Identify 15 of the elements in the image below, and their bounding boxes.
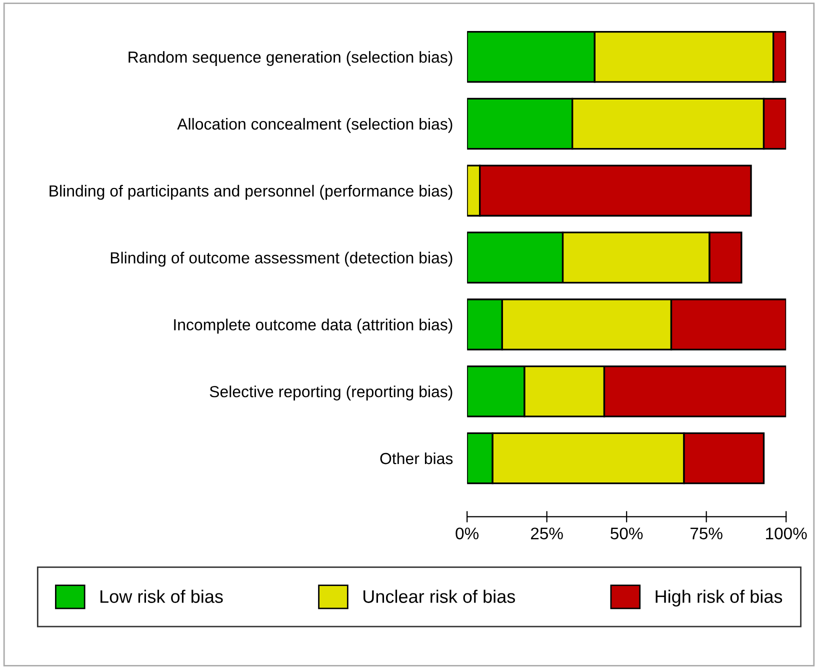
- x-tick-label: 75%: [690, 528, 722, 540]
- legend-label: Unclear risk of bias: [364, 590, 515, 603]
- y-tick-label: Allocation concealment (selection bias): [177, 118, 452, 133]
- y-tick-label: Blinding of outcome assessment (detection bias): [110, 252, 452, 267]
- legend-label: Low risk of bias: [100, 590, 223, 603]
- y-tick-label: Random sequence generation (selection bias): [128, 51, 452, 66]
- x-tick-label: 0%: [456, 528, 479, 540]
- y-tick-label: Selective reporting (reporting bias): [210, 386, 452, 400]
- y-tick-label: Other bias: [380, 452, 453, 464]
- legend-label: High risk of bias: [656, 590, 782, 607]
- y-tick-label: Blinding of participants and personnel (performance bias): [50, 184, 452, 200]
- y-tick-label: Incomplete outcome data (attrition bias): [174, 318, 452, 334]
- x-tick-label: 25%: [530, 528, 563, 540]
- x-tick-label: 100%: [766, 528, 807, 540]
- x-tick-label: 50%: [610, 528, 643, 540]
